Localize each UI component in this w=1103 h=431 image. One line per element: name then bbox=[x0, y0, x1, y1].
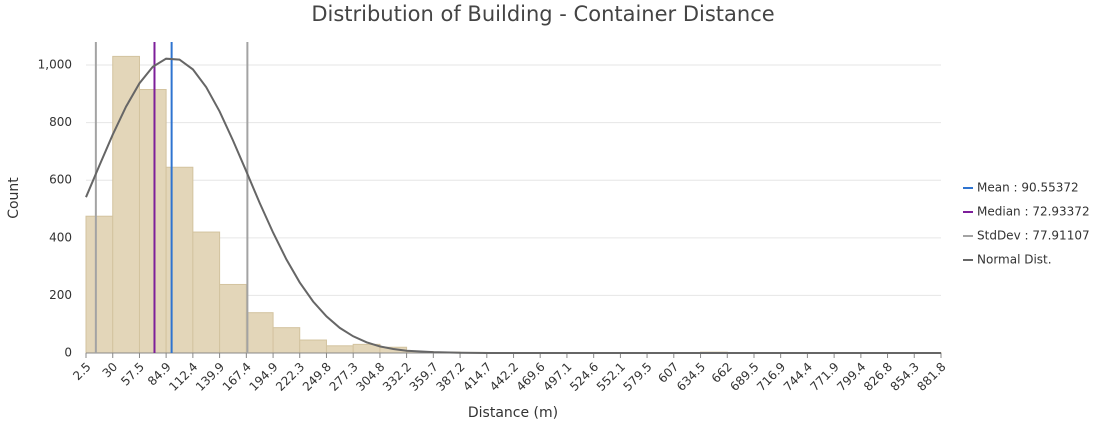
bar bbox=[325, 345, 354, 354]
legend-label: StdDev : 77.91107 bbox=[977, 229, 1090, 243]
normal-curve bbox=[85, 57, 941, 354]
x-tick-label: 167.4 bbox=[220, 360, 254, 394]
bar bbox=[138, 89, 167, 354]
y-tick-label: 800 bbox=[49, 115, 72, 129]
y-tick-label: 0 bbox=[64, 346, 72, 360]
x-tick-label: 716.9 bbox=[754, 360, 788, 394]
x-tick-label: 277.3 bbox=[327, 360, 361, 394]
x-tick-label: 854.3 bbox=[888, 360, 922, 394]
bar bbox=[219, 283, 247, 354]
x-tick-label: 552.1 bbox=[594, 360, 628, 394]
x-tick-label: 387.2 bbox=[433, 360, 467, 394]
x-tick-label: 139.9 bbox=[193, 360, 227, 394]
x-tick-label: 579.5 bbox=[620, 360, 654, 394]
y-tick-label: 200 bbox=[49, 288, 72, 302]
x-tick-label: 30 bbox=[100, 360, 121, 381]
bar bbox=[112, 55, 140, 354]
x-tick-label: 826.8 bbox=[861, 360, 895, 394]
x-tick-label: 744.4 bbox=[781, 360, 815, 394]
y-tick-label: 600 bbox=[49, 173, 72, 187]
bar bbox=[192, 231, 221, 354]
x-tick-label: 249.8 bbox=[300, 360, 334, 394]
bar bbox=[85, 215, 114, 354]
x-tick-label: 469.6 bbox=[514, 360, 548, 394]
x-tick-label: 222.3 bbox=[273, 360, 307, 394]
x-tick-label: 634.5 bbox=[674, 360, 708, 394]
x-tick-label: 112.4 bbox=[166, 360, 200, 394]
bar bbox=[272, 327, 301, 354]
chart-title: Distribution of Building - Container Dis… bbox=[311, 2, 774, 26]
y-tick-label: 1,000 bbox=[38, 58, 72, 72]
x-tick-label: 57.5 bbox=[118, 360, 147, 389]
legend-label: Mean : 90.55372 bbox=[977, 181, 1079, 195]
bar bbox=[299, 339, 327, 354]
x-tick-label: 414.7 bbox=[460, 360, 494, 394]
x-tick-label: 2.5 bbox=[70, 360, 93, 383]
x-tick-label: 442.2 bbox=[487, 360, 521, 394]
x-tick-label: 194.9 bbox=[246, 360, 280, 394]
x-tick-label: 332.2 bbox=[380, 360, 414, 394]
x-tick-label: 689.5 bbox=[727, 360, 761, 394]
x-tick-label: 771.9 bbox=[808, 360, 842, 394]
x-tick-label: 304.8 bbox=[353, 360, 387, 394]
bar bbox=[165, 166, 194, 354]
x-axis-label: Distance (m) bbox=[468, 405, 558, 421]
x-tick-label: 524.6 bbox=[567, 360, 601, 394]
x-tick-label: 497.1 bbox=[540, 360, 574, 394]
x-tick-label: 881.8 bbox=[914, 360, 948, 394]
y-tick-label: 400 bbox=[49, 230, 72, 244]
x-tick-label: 799.4 bbox=[834, 360, 868, 394]
x-tick-label: 359.7 bbox=[407, 360, 441, 394]
legend-label: Median : 72.93372 bbox=[977, 205, 1090, 219]
y-axis-label: Count bbox=[6, 177, 22, 219]
legend-label: Normal Dist. bbox=[977, 253, 1052, 267]
bar bbox=[245, 312, 274, 354]
